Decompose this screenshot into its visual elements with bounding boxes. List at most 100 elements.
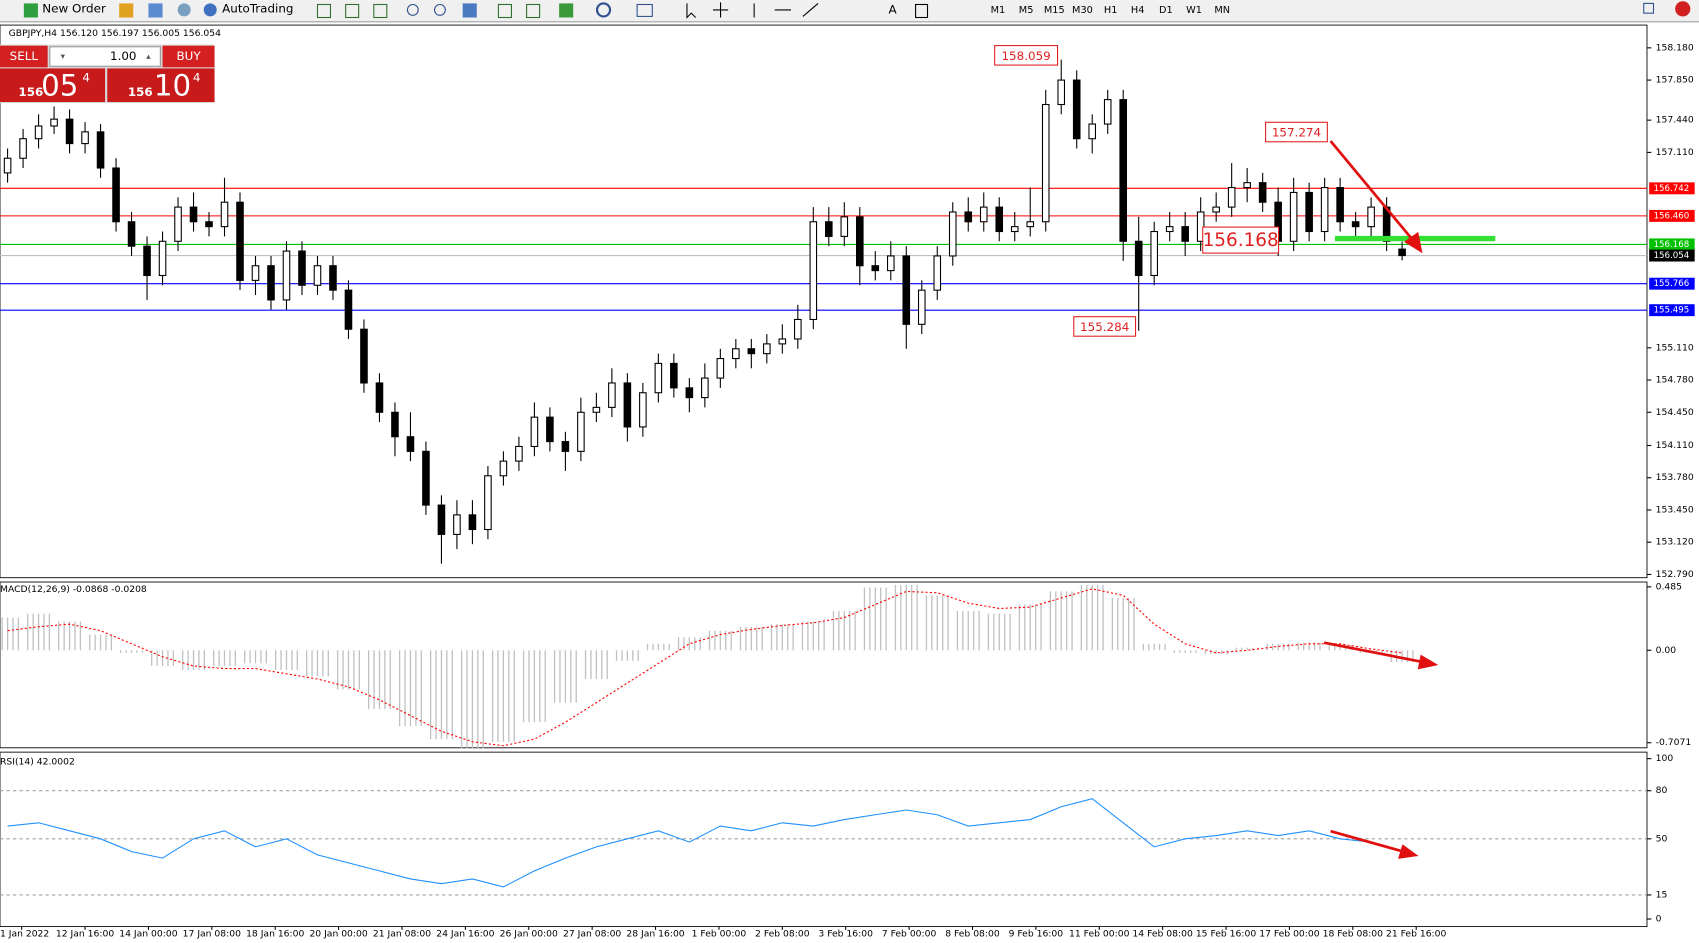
sell-price-box[interactable]	[0, 68, 106, 103]
tool-icon[interactable]	[526, 3, 541, 19]
price-level-label: 156.460	[1653, 211, 1689, 221]
timeframe-button[interactable]: D1	[1159, 5, 1173, 16]
candle-body	[917, 289, 926, 325]
candle-body	[1057, 79, 1066, 106]
zoom-in[interactable]	[406, 3, 419, 16]
indicator-title: MACD(12,26,9) -0.0868 -0.0208	[0, 584, 147, 595]
x-tick-label: 20 Jan 00:00	[309, 929, 367, 940]
y-tick-label: 154.450	[1656, 407, 1694, 418]
candle-body	[158, 240, 167, 277]
candle-body	[1320, 187, 1329, 233]
x-tick-label: 3 Feb 16:00	[818, 929, 873, 940]
y-tick-label: 0	[1656, 914, 1662, 925]
candle-body	[34, 125, 43, 140]
notifications[interactable]	[1675, 1, 1691, 17]
lots-value[interactable]: 1.00	[110, 49, 137, 63]
lots-input[interactable]	[49, 46, 161, 67]
rsi-panel	[0, 751, 1648, 928]
timeframe-button[interactable]: W1	[1186, 5, 1202, 16]
x-tick-label: 8 Feb 08:00	[945, 929, 1000, 940]
search[interactable]	[1643, 2, 1655, 14]
sell-price-big: 156	[18, 85, 43, 99]
x-tick-label: 21 Jan 08:00	[373, 929, 431, 940]
candle-body	[871, 265, 880, 272]
lots-up[interactable]: ▴	[146, 52, 151, 62]
x-tick-label: 27 Jan 08:00	[563, 929, 621, 940]
new-order-button[interactable]: New Order	[42, 1, 106, 15]
timeframe-button[interactable]: M30	[1072, 5, 1093, 16]
timeframe-button[interactable]: H1	[1104, 5, 1118, 16]
candle-body	[174, 206, 182, 242]
tool-icon[interactable]	[373, 3, 388, 19]
candle-body	[1367, 206, 1375, 228]
timeframe-button[interactable]: M15	[1044, 5, 1065, 16]
tool-icon[interactable]	[316, 3, 332, 19]
candle-body	[1088, 123, 1097, 140]
y-tick-label: 100	[1656, 753, 1674, 764]
lots-down[interactable]: ▾	[61, 52, 66, 62]
sell-label[interactable]: SELL	[10, 49, 39, 63]
x-tick-label: 17 Feb 00:00	[1259, 929, 1320, 940]
timeframes: M1 M5 M15 M30 H1 H4 D1 W1 MN	[991, 5, 1230, 16]
candle-body	[484, 475, 492, 531]
sell-price-main: 05	[41, 68, 78, 102]
candle-body	[515, 445, 523, 462]
candle-body	[143, 245, 151, 277]
periods[interactable]	[595, 2, 612, 18]
buy-price-big: 156	[128, 85, 153, 99]
candle-body	[282, 250, 291, 301]
candle-body	[546, 416, 554, 443]
candle-body	[701, 377, 709, 399]
candle-body	[1026, 221, 1035, 228]
candle-body	[964, 211, 973, 223]
indicators[interactable]	[559, 3, 574, 18]
trend-arrow	[1330, 829, 1405, 854]
candle-body	[236, 201, 244, 281]
zoom-out[interactable]	[433, 3, 446, 16]
tool-icon[interactable]	[497, 3, 512, 19]
sell-button[interactable]	[0, 45, 48, 68]
price-level-label: 155.495	[1653, 306, 1689, 316]
autotrading-button[interactable]: AutoTrading	[222, 1, 293, 15]
buy-price-box[interactable]	[107, 68, 215, 103]
tool-icon[interactable]	[345, 3, 360, 19]
trendline-tool[interactable]	[802, 2, 819, 17]
new-order-icon[interactable]	[23, 3, 38, 18]
buy-button[interactable]	[162, 45, 215, 68]
crosshair-tool[interactable]	[712, 2, 729, 18]
price-level-label: 156.742	[1653, 184, 1689, 194]
timeframe-button[interactable]: M1	[991, 5, 1006, 16]
autotrading-icon[interactable]	[203, 3, 217, 17]
y-tick-label: 153.780	[1656, 472, 1694, 483]
cursor-tool[interactable]	[686, 3, 697, 19]
candle-body	[685, 387, 694, 399]
arrows	[1323, 140, 1439, 859]
candle-body	[81, 131, 89, 145]
price-annotation-box	[1202, 226, 1280, 254]
candle-body	[499, 460, 508, 477]
tile-windows[interactable]	[462, 3, 477, 18]
timeframe-button[interactable]: MN	[1214, 5, 1230, 16]
macd-panel	[0, 581, 1648, 749]
timeframe-button[interactable]: H4	[1131, 5, 1145, 16]
y-tick-label: 152.790	[1656, 569, 1694, 580]
toolbar-icon[interactable]	[119, 3, 134, 18]
indicator-title: GBPJPY,H4 156.120 156.197 156.005 156.05…	[9, 28, 221, 39]
x-tick-label: 11 Feb 00:00	[1069, 929, 1130, 940]
trend-arrow	[1329, 140, 1417, 244]
buy-label[interactable]: BUY	[176, 49, 201, 63]
toolbar-icon[interactable]	[177, 3, 191, 17]
templates[interactable]	[636, 3, 653, 17]
candle-body	[267, 265, 275, 301]
text-tool[interactable]: A	[889, 2, 898, 16]
label-tool[interactable]	[915, 3, 929, 19]
price-annotation-box	[1265, 121, 1328, 143]
candle-body	[886, 255, 895, 272]
toolbar-icon[interactable]	[148, 3, 163, 18]
timeframe-button[interactable]: M5	[1019, 5, 1034, 16]
candle-body	[1010, 226, 1019, 233]
candle-body	[577, 411, 585, 452]
y-tick-label: 0.00	[1656, 645, 1677, 656]
candle-body	[50, 118, 58, 127]
